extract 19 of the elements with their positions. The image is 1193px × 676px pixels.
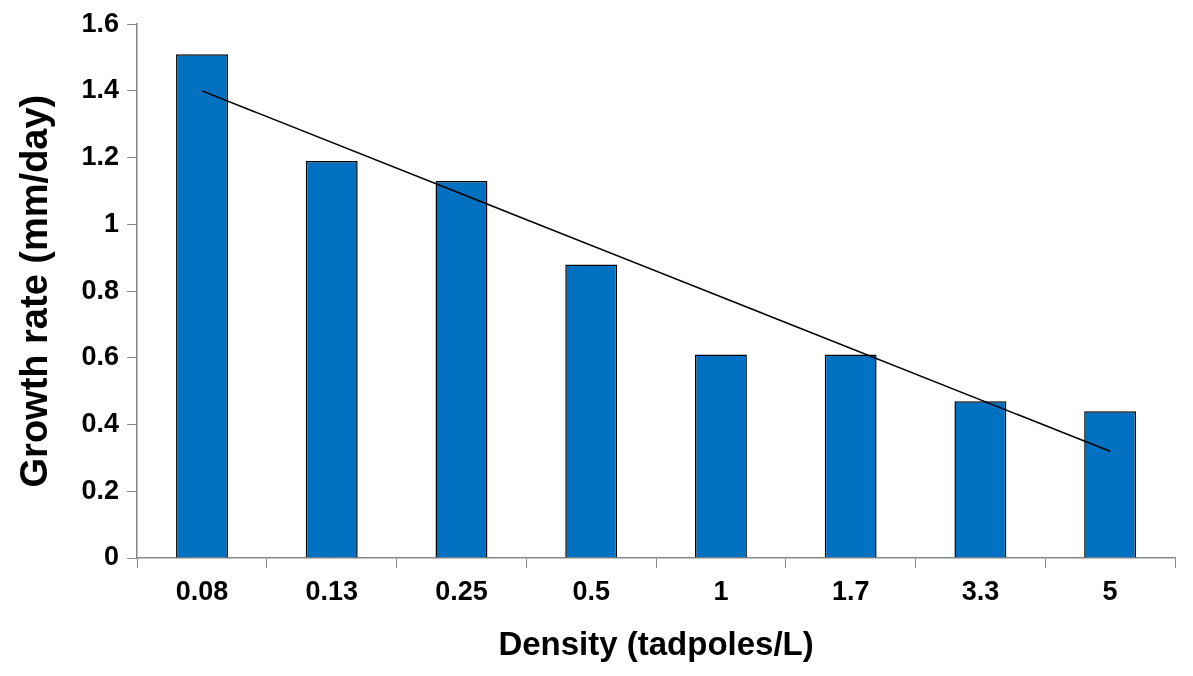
x-tick-label: 3.3	[961, 575, 1000, 606]
x-tick-label: 1	[713, 575, 729, 606]
y-tick-label: 0.2	[81, 474, 120, 505]
y-tick-label: 0.8	[81, 274, 120, 305]
y-tick-label: 0.4	[81, 408, 120, 438]
y-axis-title: Growth rate (mm/day)	[13, 94, 56, 488]
y-tick-label: 1	[104, 207, 120, 238]
x-tick-label: 0.5	[572, 575, 610, 606]
x-tick-label: 0.08	[175, 575, 229, 606]
y-tick-label: 1.2	[81, 141, 120, 172]
y-tick-label: 1.4	[81, 74, 120, 105]
y-tick-label: 0.6	[81, 341, 120, 372]
x-tick-label: 5	[1102, 575, 1118, 606]
x-tick-label: 1.7	[831, 575, 870, 606]
x-axis-title: Density (tadpoles/L)	[498, 625, 814, 663]
y-tick-label: 0	[104, 541, 120, 572]
x-tick-label: 0.13	[305, 575, 359, 606]
y-tick-label: 1.6	[81, 7, 120, 38]
x-tick-label: 0.25	[435, 575, 488, 606]
